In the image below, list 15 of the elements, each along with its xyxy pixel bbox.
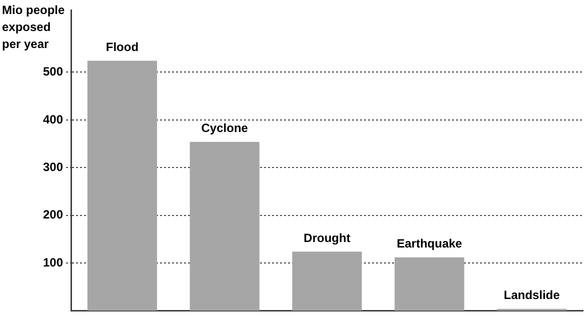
bar xyxy=(190,142,260,311)
bar xyxy=(394,257,464,311)
y-tick-label: 200 xyxy=(42,208,64,222)
x-tick-label: Cyclone xyxy=(201,121,248,136)
x-tick-label: Earthquake xyxy=(396,236,462,251)
bar xyxy=(292,252,362,311)
y-tick-label: 500 xyxy=(42,64,64,79)
x-tick-label: Flood xyxy=(106,40,139,54)
y-axis-title: Mio people exposed per year xyxy=(2,2,66,53)
x-tick-label: Landslide xyxy=(504,288,560,302)
x-tick-label: Drought xyxy=(304,230,350,245)
bar xyxy=(87,60,158,311)
y-tick-label: 100 xyxy=(42,255,64,270)
y-tick-label: 300 xyxy=(42,160,64,174)
y-tick-label: 400 xyxy=(42,112,64,126)
